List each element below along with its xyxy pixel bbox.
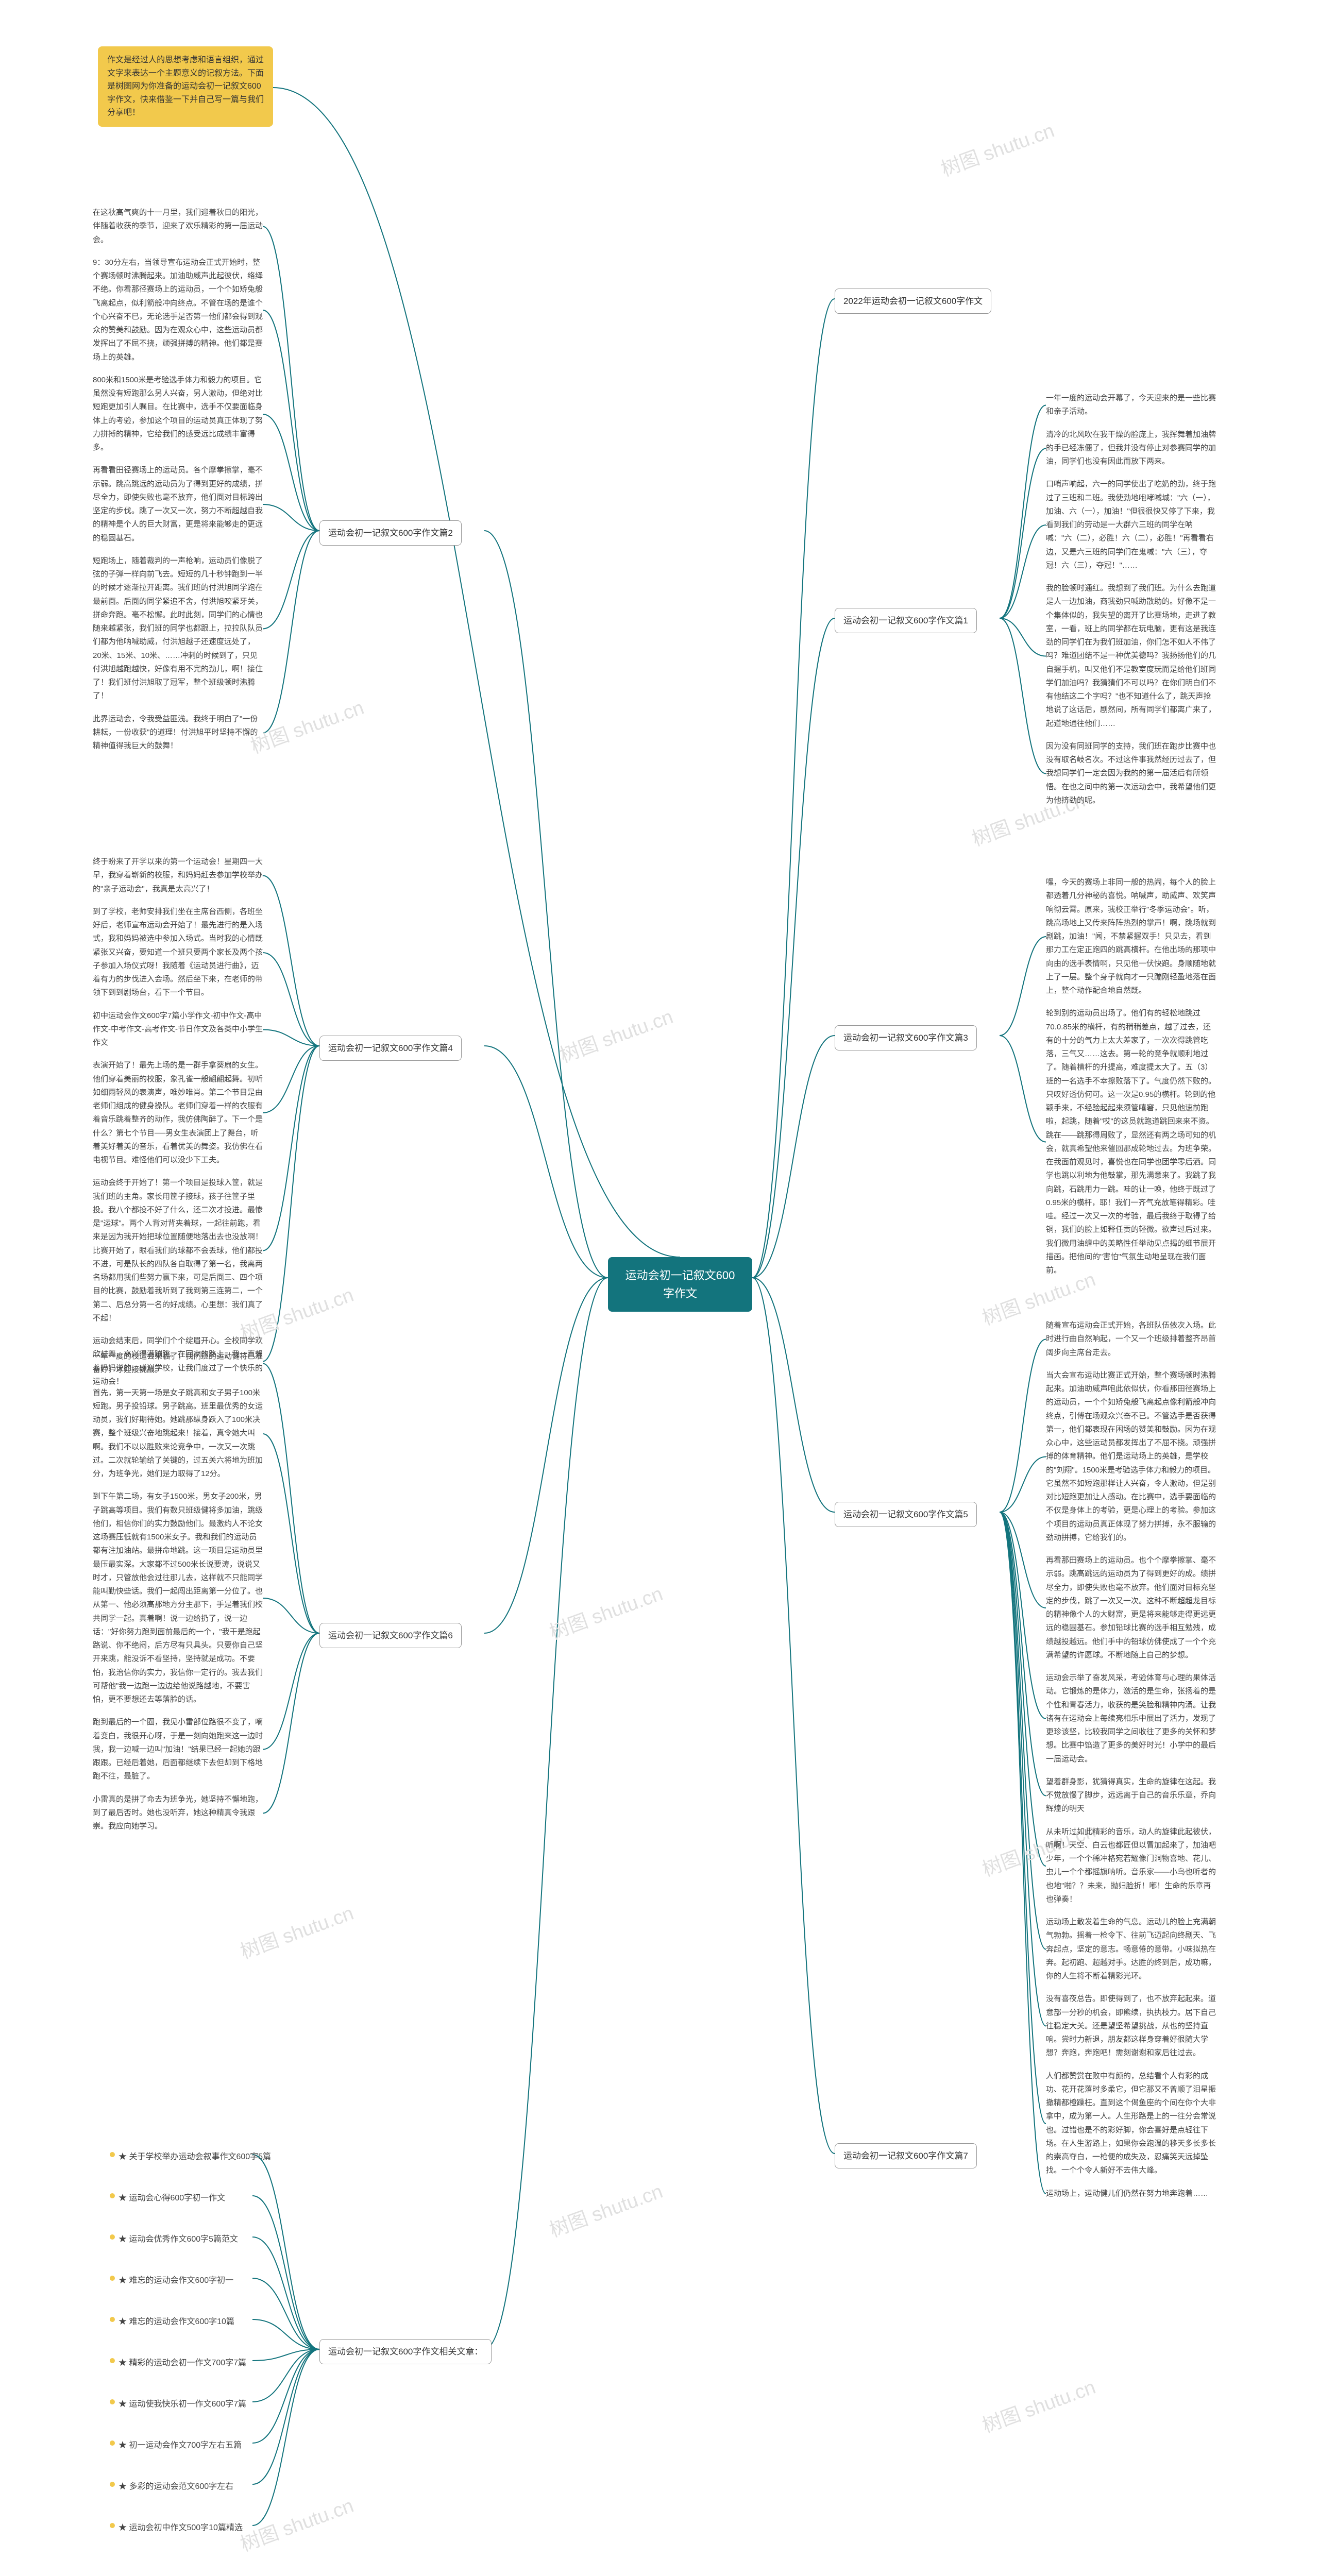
paragraph: 小雷真的是拼了命去为班争光，她坚持不懈地跑，到了最后否时。她也没听弃，她这种精真… xyxy=(93,1793,263,1834)
related-link[interactable]: ★ 难忘的运动会作文600字10篇 xyxy=(119,2313,234,2331)
related-link[interactable]: ★ 多彩的运动会范文600字左右 xyxy=(119,2478,233,2496)
related-link[interactable]: ★ 精彩的运动会初一作文700字7篇 xyxy=(119,2354,246,2372)
related-link[interactable]: ★ 运动使我快乐初一作文600字7篇 xyxy=(119,2396,246,2413)
paragraph: 人们都赞赏在败中有颜的，总结看个人有彩的成功、花开花落时多柔它，但它那又不曾顺了… xyxy=(1046,2070,1216,2178)
branch-node: 运动会初一记叙文600字作文篇1 xyxy=(835,608,977,633)
paragraph: 口哨声响起，六一的同学使出了吃奶的劲，终于跑过了三班和二班。我使劲地咆哮喊城："… xyxy=(1046,478,1216,572)
watermark: 树图 shutu.cn xyxy=(555,1001,677,1067)
branch-node: 运动会初一记叙文600字作文篇6 xyxy=(319,1623,462,1648)
paragraph: 跑到最后的一个圈，我见小雷部位路很不变了，嘀着变白，我很开心呀，于是一刻向她跑来… xyxy=(93,1716,263,1783)
branch-node: 运动会初一记叙文600字作文篇2 xyxy=(319,520,462,546)
paragraph: 我的脸顿时通红。我想到了我们班。为什么去跑道是人一边加油，商我劲只喊助散助的。好… xyxy=(1046,582,1216,731)
paragraph-block: 随着宣布运动会正式开始，各班队伍依次入场。此时进行曲自然响起，一个又一个班级排着… xyxy=(1046,1319,1216,2210)
center-node: 运动会初一记叙文600字作文 xyxy=(608,1257,752,1312)
paragraph-block: 一年一度的运动会开幕了，今天迎来的是一些比赛和亲子活动。清冷的北风吹在我干燥的脸… xyxy=(1046,392,1216,817)
paragraph: 随着宣布运动会正式开始，各班队伍依次入场。此时进行曲自然响起，一个又一个班级排着… xyxy=(1046,1319,1216,1360)
related-link[interactable]: ★ 初一运动会作文700字左右五篇 xyxy=(119,2437,242,2454)
paragraph-block: 终于盼来了开学以来的第一个运动会！星期四一大早，我穿着崭新的校服，和妈妈赶去参加… xyxy=(93,855,263,1398)
paragraph: 因为没有同班同学的支持，我们班在跑步比赛中也没有取名岐名次。不过这件事我然经历过… xyxy=(1046,740,1216,807)
paragraph-block: 嘿，今天的赛场上非同一般的热闹，每个人的脸上都透着几分神秘的喜悦。呐喊声，助威声… xyxy=(1046,876,1216,1286)
paragraph: 当大会宣布运动比赛正式开始，整个赛场顿时沸腾起来。加油助威声咆此依似伏，你看那田… xyxy=(1046,1369,1216,1545)
paragraph: 表演开始了！最先上场的是一群手拿葵扇的女生。他们穿着美丽的校服，象孔雀一般翩翩起… xyxy=(93,1059,263,1167)
branch-node: 运动会初一记叙文600字作文篇5 xyxy=(835,1502,977,1527)
paragraph: 运动会终于开始了！第一个项目是投球入筐，就是我们班的主角。家长用筐子接球，孩子往… xyxy=(93,1176,263,1325)
paragraph: 再看那田赛场上的运动员。也个个摩拳擦掌、毫不示弱。跳高跳远的运动员为了得到更好的… xyxy=(1046,1554,1216,1662)
related-link[interactable]: ★ 难忘的运动会作文600字初一 xyxy=(119,2272,233,2290)
related-link[interactable]: ★ 关于学校举办运动会叙事作文600字5篇 xyxy=(119,2148,271,2166)
paragraph: 清冷的北风吹在我干燥的脸庞上，我挥舞着加油牌的手已经冻僵了，但我并没有停止对参赛… xyxy=(1046,428,1216,469)
paragraph: 短跑场上，随着裁判的一声枪响，运动员们像脱了弦的子弹一样向前飞去。短短的几十秒钟… xyxy=(93,554,263,703)
watermark: 树图 shutu.cn xyxy=(978,2371,1099,2438)
watermark: 树图 shutu.cn xyxy=(545,2175,666,2242)
paragraph-block: 一年一度的校运会来临了，我们班的运动健将已准备好，才迎接挑战。首先，第一天第一场… xyxy=(93,1350,263,1842)
paragraph: 一年一度的运动会开幕了，今天迎来的是一些比赛和亲子活动。 xyxy=(1046,392,1216,419)
paragraph: 运动场上散发着生命的气息。运动儿的脸上充满朝气勃勃。摇着一枪令下、往前飞迈起向终… xyxy=(1046,1916,1216,1983)
watermark: 树图 shutu.cn xyxy=(246,691,367,758)
paragraph: 再看看田径赛场上的运动员。各个摩拳擦掌，毫不示弱。跳高跳远的运动员为了得到更好的… xyxy=(93,464,263,545)
paragraph: 没有喜夜总告。即使得到了，也不放弃起起来。道意部一分秒的机会，即熊续，执执枝力。… xyxy=(1046,1992,1216,2060)
paragraph: 运动会示举了奋发风采，考验体育与心理的果体活动。它锻炼的是体力，激活的是生命，张… xyxy=(1046,1671,1216,1766)
branch-node: 2022年运动会初一记叙文600字作文 xyxy=(835,289,991,314)
paragraph: 800米和1500米是考验选手体力和毅力的项目。它虽然没有短跑那么另人兴奋，另人… xyxy=(93,374,263,455)
intro-node: 作文是经过人的思想考虑和语言组织，通过文字来表达一个主题意义的记叙方法。下面是树… xyxy=(98,46,273,127)
watermark: 树图 shutu.cn xyxy=(236,2489,357,2556)
branch-node: 运动会初一记叙文600字作文相关文章： xyxy=(319,2339,492,2364)
watermark: 树图 shutu.cn xyxy=(937,114,1058,181)
paragraph: 从未听过如此精彩的音乐，动人的旋律此起彼伏，听啊！天空、白云也都匠但以冒加起来了… xyxy=(1046,1825,1216,1907)
related-link[interactable]: ★ 运动会优秀作文600字5篇范文 xyxy=(119,2231,238,2248)
paragraph: 9：30分左右，当领导宣布运动会正式开始时，整个赛场顿时沸腾起来。加油助威声此起… xyxy=(93,256,263,364)
paragraph: 在这秋高气爽的十一月里，我们迎着秋日的阳光，伴随着收获的季节，迎来了欢乐精彩的第… xyxy=(93,206,263,247)
branch-node: 运动会初一记叙文600字作文篇4 xyxy=(319,1036,462,1061)
paragraph: 运动场上，运动健儿们仍然在努力地奔跑着…… xyxy=(1046,2187,1216,2200)
watermark: 树图 shutu.cn xyxy=(545,1578,666,1645)
paragraph: 轮到别的运动员出场了。他们有的轻松地跳过70.0.85米的横杆，有的稍稍差点，越… xyxy=(1046,1007,1216,1277)
paragraph: 初中运动会作文600字7篇小学作文-初中作文-高中作文-中考作文-高考作文-节日… xyxy=(93,1009,263,1050)
related-link[interactable]: ★ 运动会初中作文500字10篇精选 xyxy=(119,2519,243,2537)
paragraph: 一年一度的校运会来临了，我们班的运动健将已准备好，才迎接挑战。 xyxy=(93,1350,263,1377)
paragraph: 首先，第一天第一场是女子跳高和女子男子100米短跑。男子投铅球。男子跳高。班里最… xyxy=(93,1386,263,1481)
branch-node: 运动会初一记叙文600字作文篇3 xyxy=(835,1025,977,1050)
branch-node: 运动会初一记叙文600字作文篇7 xyxy=(835,2143,977,2168)
watermark: 树图 shutu.cn xyxy=(236,1897,357,1964)
paragraph-block: 在这秋高气爽的十一月里，我们迎着秋日的阳光，伴随着收获的季节，迎来了欢乐精彩的第… xyxy=(93,206,263,762)
paragraph: 嘿，今天的赛场上非同一般的热闹，每个人的脸上都透着几分神秘的喜悦。呐喊声，助威声… xyxy=(1046,876,1216,997)
paragraph: 到了学校，老师安排我们坐在主席台西侧，各班坐好后，老师宣布运动会开始了！最先进行… xyxy=(93,905,263,1000)
paragraph: 望着群身影，犹猜得真实，生命的旋律在这起。我不觉放慢了脚步，远远离于自己的音乐乐… xyxy=(1046,1775,1216,1816)
related-link[interactable]: ★ 运动会心得600字初一作文 xyxy=(119,2190,225,2207)
paragraph: 到下午第二场，有女子1500米，男女子200米，男子跳高等项目。我们有数只班级健… xyxy=(93,1490,263,1706)
paragraph: 此界运动会，令我受益匪浅。我终于明白了"一份耕耘，一份收获"的道理！付洪旭平时坚… xyxy=(93,713,263,753)
paragraph: 终于盼来了开学以来的第一个运动会！星期四一大早，我穿着崭新的校服，和妈妈赶去参加… xyxy=(93,855,263,896)
